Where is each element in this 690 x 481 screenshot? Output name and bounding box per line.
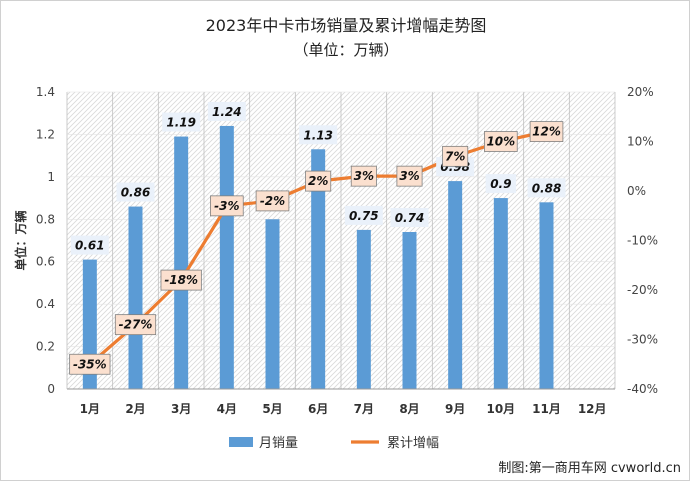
x-tick-label: 12月 [578, 402, 607, 416]
bar-value-label: 0.88 [532, 181, 562, 195]
y-tick-label: 0.2 [36, 340, 55, 354]
y-tick-label: 0.6 [36, 255, 55, 269]
x-tick-label: 9月 [445, 402, 465, 416]
line-value-label-box [305, 170, 332, 192]
y2-tick-label: 0% [627, 184, 646, 198]
line-value-label-box [529, 121, 564, 142]
bar-value-label-box [70, 235, 109, 255]
bar-value-label: 0.86 [121, 186, 151, 200]
line-value-label-box [442, 145, 469, 167]
bar-value-label: 0.9 [490, 177, 511, 191]
line-value-label: -27% [119, 318, 153, 332]
chart-subtitle: （单位：万辆） [293, 41, 398, 59]
y2-tick-label: 10% [627, 135, 654, 149]
bar [493, 198, 508, 389]
y-axis-label: 单位：万辆 [13, 210, 28, 270]
legend: 月销量 累计增幅 [229, 436, 439, 451]
chart-title: 2023年中卡市场销量及累计增幅走势图 [206, 16, 487, 35]
line-value-label: 2% [308, 174, 328, 188]
x-tick-label: 11月 [532, 402, 561, 416]
line-value-label: -18% [164, 273, 198, 287]
bar [174, 136, 189, 389]
y2-tick-label: -40% [627, 382, 658, 396]
bar [448, 181, 463, 389]
x-tick-label: 6月 [308, 402, 328, 416]
bar [356, 229, 371, 389]
line-value-label: -35% [73, 357, 107, 371]
bar [128, 206, 143, 389]
y-tick-label: 1 [47, 170, 55, 184]
bar-series [82, 125, 554, 389]
y-tick-label: 0 [47, 382, 55, 396]
y2-tick-label: 20% [627, 85, 654, 99]
bar [219, 125, 234, 389]
bar [311, 149, 326, 389]
bar-value-label-box [485, 174, 517, 194]
bar [539, 202, 554, 389]
bar-value-label-box [344, 205, 383, 225]
x-tick-label: 2月 [125, 402, 145, 416]
line-value-label: 3% [399, 169, 419, 183]
y2-tick-label: -10% [627, 234, 658, 248]
x-tick-label: 10月 [486, 402, 515, 416]
axes: 0 0.2 0.4 0.6 0.8 1 1.2 1.4 -40% -30% -20% -10% 0% 10… [36, 85, 658, 416]
bar-value-label-box [390, 208, 429, 228]
y-tick-label: 1.4 [36, 85, 55, 99]
bar-value-label: 1.24 [212, 105, 242, 119]
line-value-label-box [69, 353, 111, 375]
line-value-label: 12% [532, 125, 561, 139]
bar [402, 232, 417, 389]
y-tick-label: 1.2 [36, 127, 55, 141]
x-tick-label: 3月 [171, 402, 191, 416]
line-value-label-box [255, 190, 290, 212]
line-value-label: 7% [445, 149, 465, 163]
y2-tick-label: -30% [627, 333, 658, 347]
y2-tick-label: -20% [627, 283, 658, 297]
bar-value-label: 1.13 [303, 128, 333, 142]
bar-value-label-box [527, 178, 566, 198]
legend-swatch-bar [229, 437, 253, 447]
y-tick-label: 0.4 [36, 297, 55, 311]
bar [265, 219, 280, 389]
line-value-label-box [350, 165, 377, 187]
line-value-label: 3% [354, 169, 374, 183]
x-tick-label: 7月 [354, 402, 374, 416]
bar-value-label-box [162, 112, 201, 132]
y-tick-label: 0.8 [36, 212, 55, 226]
x-tick-label: 1月 [80, 402, 100, 416]
bar-value-label-box [299, 125, 338, 145]
bar-value-label: 0.74 [395, 211, 425, 225]
line-value-label: -2% [260, 194, 285, 208]
legend-label-line: 累计增幅 [387, 436, 439, 451]
bar-value-label-box [116, 182, 155, 202]
bar-value-label: 1.19 [166, 116, 196, 130]
legend-label-bar: 月销量 [259, 436, 298, 451]
gridlines [66, 91, 616, 390]
line-value-label-box [160, 269, 202, 291]
line-value-label: 10% [486, 135, 515, 149]
bar-value-label: 0.75 [349, 209, 379, 223]
x-tick-label: 8月 [399, 402, 419, 416]
line-value-label-box [484, 131, 518, 152]
source-note: 制图:第一商用车网 cvworld.cn [498, 460, 681, 476]
line-value-label-box [210, 195, 244, 217]
line-value-label: -3% [214, 199, 239, 213]
x-tick-label: 5月 [262, 402, 282, 416]
data-labels: 0.610.861.191.241.130.75 0.740.980.9 0.88-… [69, 101, 566, 375]
line-value-label-box [396, 165, 423, 187]
x-tick-label: 4月 [217, 402, 237, 416]
line-value-label-box [114, 314, 157, 336]
bar-value-label: 0.61 [75, 239, 105, 253]
bar-value-label-box [207, 101, 246, 121]
